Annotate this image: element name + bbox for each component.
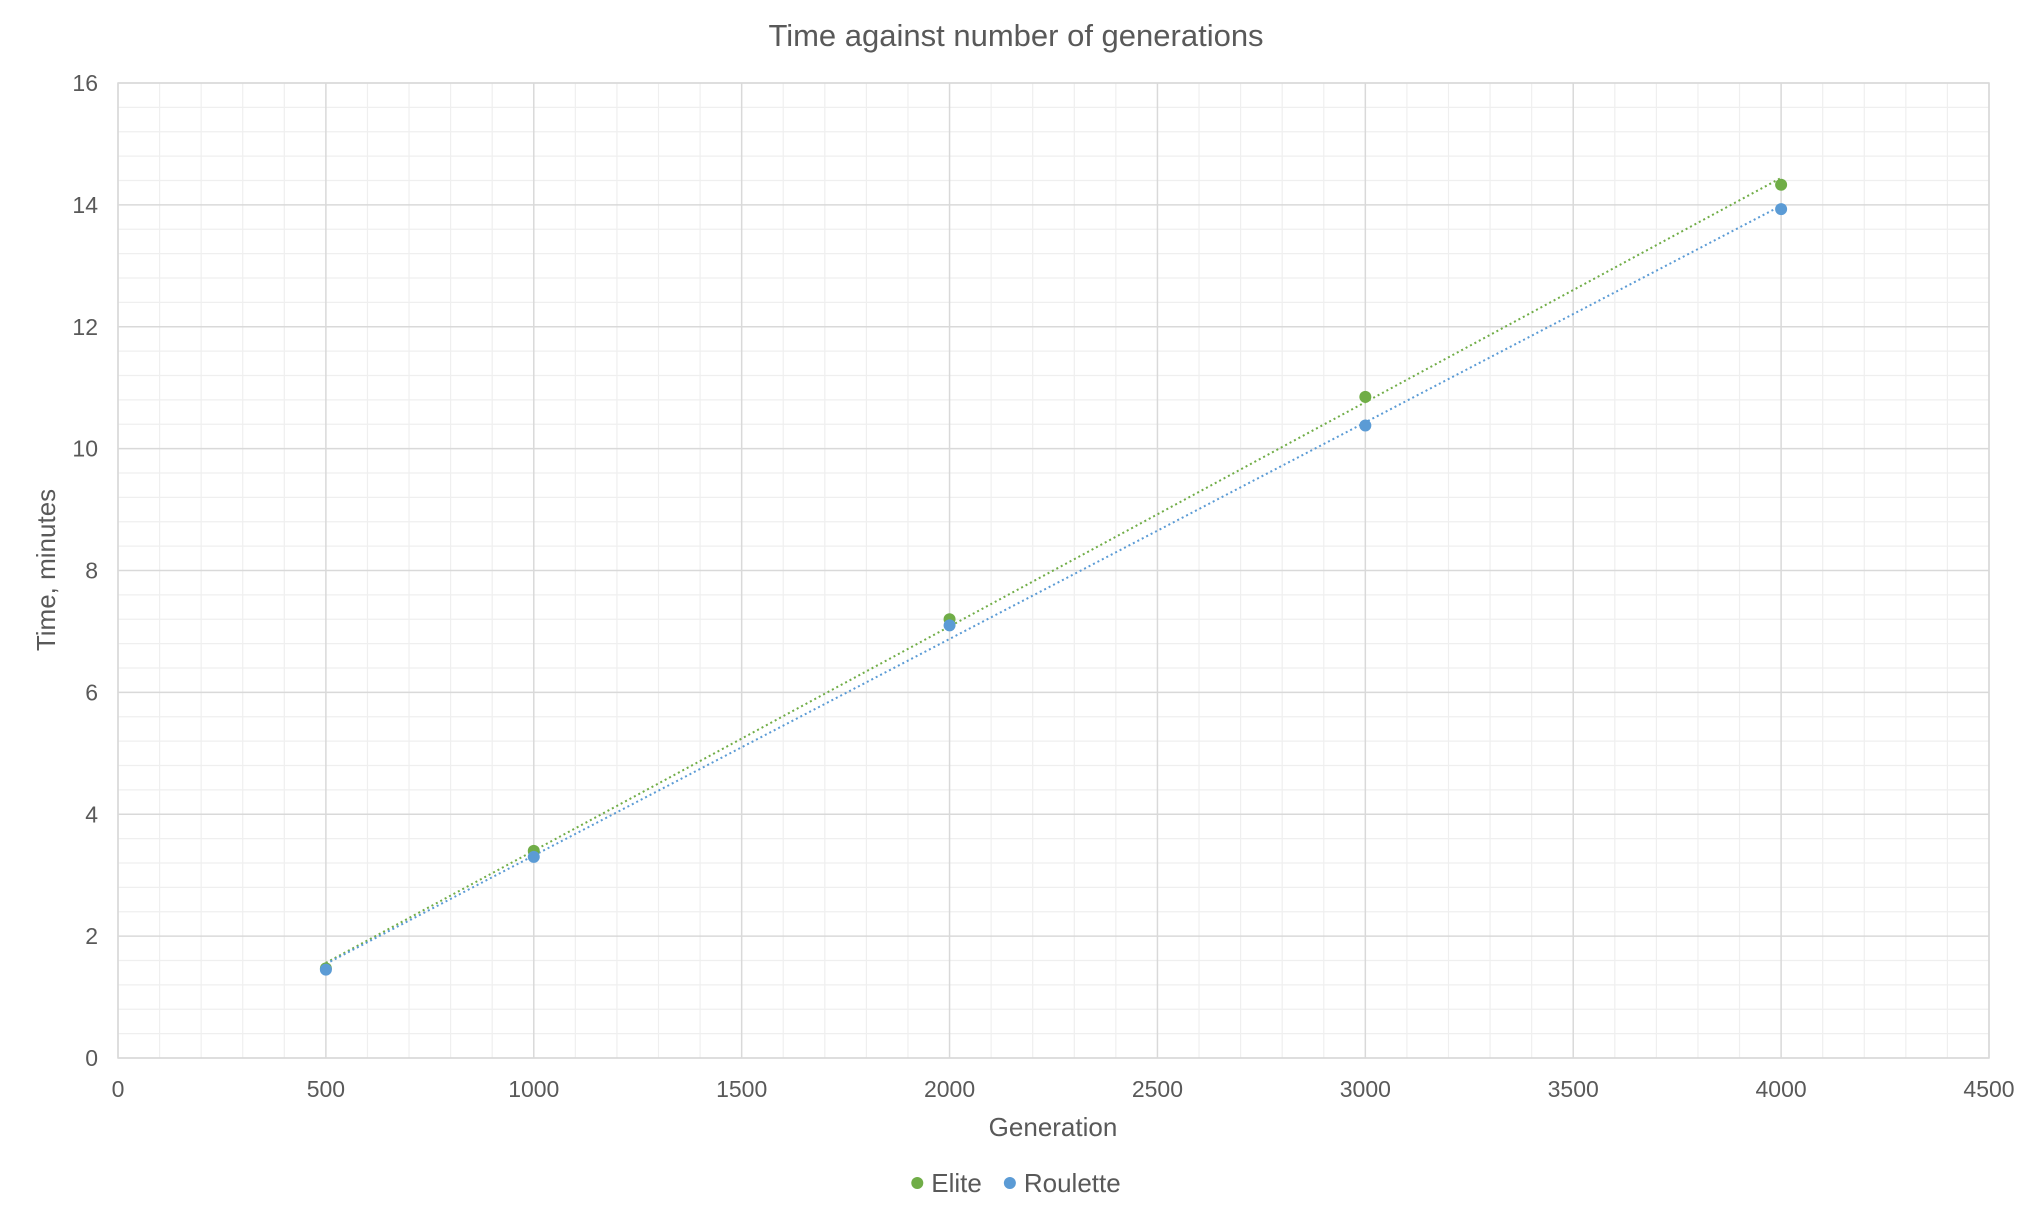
x-tick-label: 3000	[1340, 1076, 1391, 1102]
legend-marker	[911, 1177, 924, 1189]
y-tick-label: 14	[72, 192, 98, 218]
x-axis-label: Generation	[989, 1112, 1118, 1142]
x-tick-label: 3500	[1548, 1076, 1599, 1102]
x-tick-label: 4500	[1963, 1076, 2014, 1102]
y-axis-tick-labels: 0 2 4 6 8 10 12 14 16	[72, 70, 98, 1071]
legend: Elite Roulette	[911, 1168, 1121, 1198]
x-axis-tick-labels: 0 500 1000 1500 2000 2500 3000 3500 4000 4500	[112, 1076, 2015, 1102]
y-tick-label: 4	[85, 801, 98, 827]
x-tick-label: 500	[307, 1076, 345, 1102]
y-tick-label: 16	[72, 70, 98, 96]
point-roulette	[527, 850, 540, 863]
point-elite	[1359, 390, 1372, 403]
y-tick-label: 10	[72, 436, 98, 462]
point-elite	[1775, 178, 1788, 191]
x-tick-label: 1500	[716, 1076, 767, 1102]
chart-title: Time against number of generations	[768, 18, 1263, 53]
plot-area-border	[117, 82, 1990, 1059]
x-tick-label: 2000	[924, 1076, 975, 1102]
y-tick-label: 12	[72, 314, 98, 340]
point-roulette	[1775, 203, 1788, 216]
legend-marker	[1003, 1177, 1016, 1189]
x-tick-label: 1000	[508, 1076, 559, 1102]
trendline-roulette	[325, 204, 1782, 965]
y-tick-label: 6	[85, 679, 98, 705]
legend-label: Elite	[931, 1168, 982, 1198]
trendlines	[325, 177, 1782, 965]
legend-item-roulette: Roulette	[1003, 1168, 1121, 1198]
y-tick-label: 2	[85, 923, 98, 949]
legend-label: Roulette	[1024, 1168, 1121, 1198]
point-roulette	[1359, 419, 1372, 432]
point-roulette	[943, 619, 956, 632]
x-tick-label: 0	[112, 1076, 125, 1102]
y-axis-label: Time, minutes	[31, 489, 61, 651]
x-tick-label: 4000	[1756, 1076, 1807, 1102]
y-tick-label: 8	[85, 558, 98, 584]
legend-item-elite: Elite	[911, 1168, 982, 1198]
trendline-elite	[325, 177, 1782, 964]
point-roulette	[319, 963, 332, 976]
data-points	[319, 178, 1788, 976]
x-tick-label: 2500	[1132, 1076, 1183, 1102]
y-tick-label: 0	[85, 1045, 98, 1071]
